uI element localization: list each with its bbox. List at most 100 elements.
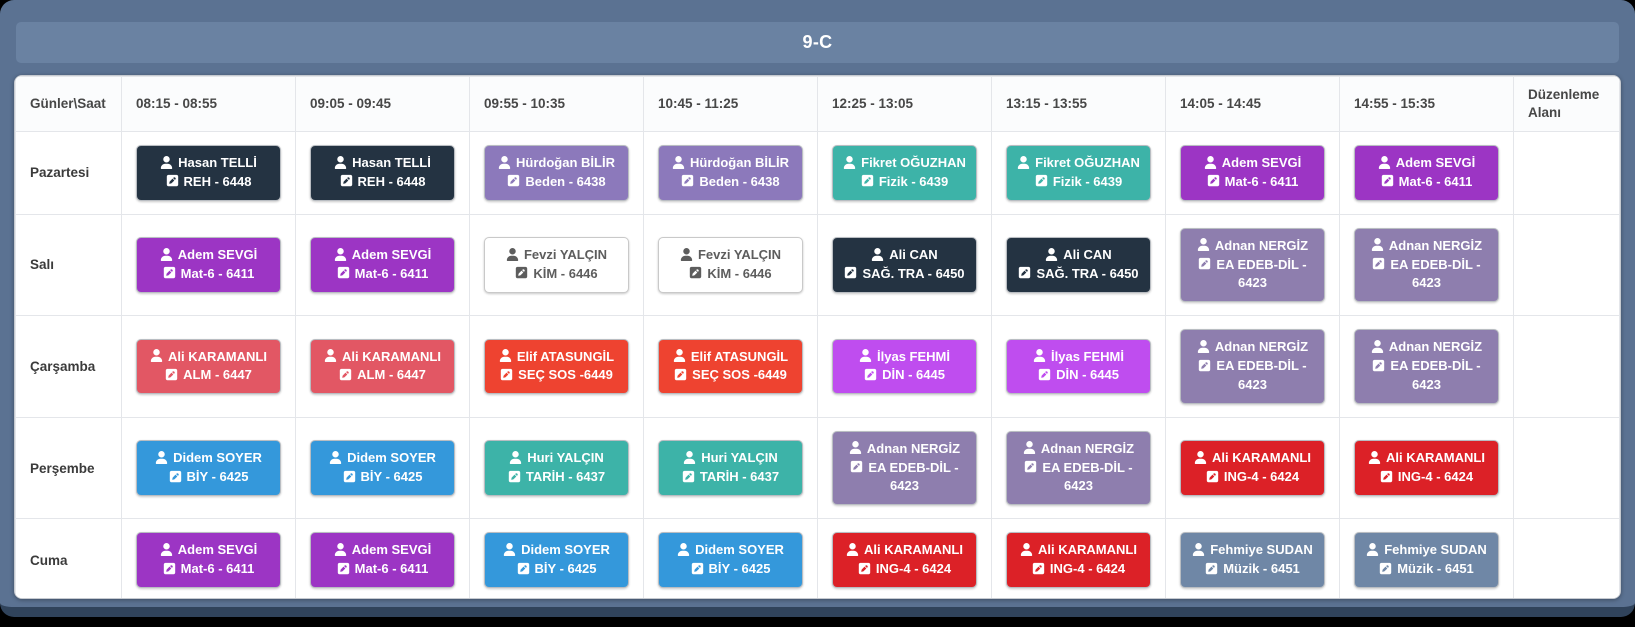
- lesson-cell[interactable]: Hürdoğan BİLİR Beden - 6438: [658, 145, 803, 201]
- edit-icon: [1038, 368, 1051, 381]
- course-code: Mat-6 - 6411: [1381, 173, 1472, 192]
- teacher-name: Didem SOYER: [329, 449, 436, 468]
- timetable-slot: Adnan NERGİZ EA EDEB-DİL - 6423: [817, 416, 992, 520]
- lesson-cell[interactable]: Adnan NERGİZ EA EDEB-DİL - 6423: [832, 430, 977, 506]
- timetable-slot: Hasan TELLİ REH - 6448: [121, 131, 296, 215]
- teacher-icon: [859, 349, 872, 363]
- lesson-cell[interactable]: Hürdoğan BİLİR Beden - 6438: [484, 145, 629, 201]
- teacher-name: Adem SEVGİ: [1204, 154, 1301, 173]
- teacher-name: Fehmiye SUDAN: [1366, 541, 1487, 560]
- lesson-cell[interactable]: Fehmiye SUDAN Müzik - 6451: [1354, 532, 1499, 588]
- timetable-slot: Adnan NERGİZ EA EDEB-DİL - 6423: [991, 416, 1166, 520]
- lesson-cell[interactable]: Adem SEVGİ Mat-6 - 6411: [310, 237, 455, 293]
- teacher-icon: [1033, 349, 1046, 363]
- edit-icon: [1198, 257, 1211, 270]
- lesson-cell[interactable]: Adnan NERGİZ EA EDEB-DİL - 6423: [1006, 430, 1151, 506]
- lesson-cell[interactable]: Fevzi YALÇIN KİM - 6446: [658, 237, 803, 293]
- timetable-slot: İlyas FEHMİ DİN - 6445: [991, 315, 1166, 418]
- lesson-cell[interactable]: Adem SEVGİ Mat-6 - 6411: [1354, 145, 1499, 201]
- teacher-name: Adem SEVGİ: [160, 541, 257, 560]
- course-code: EA EDEB-DİL - 6423: [1363, 256, 1490, 294]
- lesson-cell[interactable]: Hasan TELLİ REH - 6448: [310, 145, 455, 201]
- lesson-cell[interactable]: Adnan NERGİZ EA EDEB-DİL - 6423: [1354, 329, 1499, 404]
- teacher-icon: [329, 450, 342, 464]
- teacher-name: Adem SEVGİ: [1378, 154, 1475, 173]
- teacher-icon: [1197, 238, 1210, 252]
- lesson-cell[interactable]: Ali KARAMANLI ING-4 - 6424: [1006, 532, 1151, 588]
- teacher-name: Didem SOYER: [155, 449, 262, 468]
- edit-icon: [507, 174, 520, 187]
- teacher-name: Fevzi YALÇIN: [506, 246, 607, 265]
- teacher-icon: [155, 450, 168, 464]
- lesson-cell[interactable]: Adem SEVGİ Mat-6 - 6411: [1180, 145, 1325, 201]
- lesson-cell[interactable]: Ali KARAMANLI ING-4 - 6424: [1180, 440, 1325, 496]
- timetable-slot: Huri YALÇIN TARİH - 6437: [469, 416, 644, 520]
- lesson-cell[interactable]: Elif ATASUNGİL SEÇ SOS -6449: [658, 338, 803, 395]
- teacher-name: Ali KARAMANLI: [1020, 541, 1137, 560]
- lesson-cell[interactable]: Didem SOYER BİY - 6425: [136, 440, 281, 496]
- course-code: TARİH - 6437: [682, 468, 779, 487]
- course-code: Beden - 6438: [507, 173, 606, 192]
- teacher-icon: [849, 441, 862, 455]
- timetable-slot: Hürdoğan BİLİR Beden - 6438: [469, 131, 644, 215]
- lesson-cell[interactable]: Adnan NERGİZ EA EDEB-DİL - 6423: [1180, 227, 1325, 303]
- teacher-name: Adnan NERGİZ: [1197, 338, 1308, 357]
- lesson-cell[interactable]: Fevzi YALÇIN KİM - 6446: [484, 237, 629, 293]
- time-header: 13:15 - 13:55: [991, 76, 1166, 132]
- teacher-icon: [673, 349, 686, 363]
- lesson-cell[interactable]: Fikret OĞUZHAN Fizik - 6439: [832, 145, 977, 201]
- teacher-icon: [160, 542, 173, 556]
- teacher-name: Adnan NERGİZ: [1371, 338, 1482, 357]
- lesson-cell[interactable]: İlyas FEHMİ DİN - 6445: [1006, 338, 1151, 395]
- lesson-cell[interactable]: Fikret OĞUZHAN Fizik - 6439: [1006, 145, 1151, 201]
- teacher-icon: [1204, 155, 1217, 169]
- lesson-cell[interactable]: Adnan NERGİZ EA EDEB-DİL - 6423: [1180, 329, 1325, 404]
- lesson-cell[interactable]: Ali KARAMANLI ALM - 6447: [136, 338, 281, 395]
- day-label: Pazartesi: [15, 131, 122, 215]
- teacher-icon: [506, 247, 519, 261]
- timetable-slot: Fikret OĞUZHAN Fizik - 6439: [817, 131, 992, 215]
- lesson-cell[interactable]: Didem SOYER BİY - 6425: [658, 532, 803, 588]
- edit-icon: [163, 562, 176, 575]
- course-code: ING-4 - 6424: [1032, 560, 1125, 579]
- lesson-cell[interactable]: Ali CAN SAĞ. TRA - 6450: [832, 237, 977, 293]
- teacher-name: Adnan NERGİZ: [1197, 237, 1308, 256]
- lesson-cell[interactable]: Ali CAN SAĞ. TRA - 6450: [1006, 237, 1151, 293]
- course-code: DİN - 6445: [1038, 366, 1119, 385]
- edit-icon: [1372, 359, 1385, 372]
- lesson-cell[interactable]: Huri YALÇIN TARİH - 6437: [484, 440, 629, 496]
- timetable-slot: Huri YALÇIN TARİH - 6437: [643, 416, 818, 520]
- lesson-cell[interactable]: Adem SEVGİ Mat-6 - 6411: [136, 532, 281, 588]
- teacher-name: Hürdoğan BİLİR: [672, 154, 789, 173]
- lesson-cell[interactable]: Hasan TELLİ REH - 6448: [136, 145, 281, 201]
- lesson-cell[interactable]: İlyas FEHMİ DİN - 6445: [832, 338, 977, 395]
- teacher-icon: [1192, 542, 1205, 556]
- lesson-cell[interactable]: Ali KARAMANLI ALM - 6447: [310, 338, 455, 395]
- lesson-cell[interactable]: Didem SOYER BİY - 6425: [310, 440, 455, 496]
- lesson-cell[interactable]: Adem SEVGİ Mat-6 - 6411: [310, 532, 455, 588]
- lesson-cell[interactable]: Huri YALÇIN TARİH - 6437: [658, 440, 803, 496]
- lesson-cell[interactable]: Adem SEVGİ Mat-6 - 6411: [136, 237, 281, 293]
- course-code: ING-4 - 6424: [1380, 468, 1473, 487]
- course-code: BİY - 6425: [343, 468, 422, 487]
- lesson-cell[interactable]: Ali KARAMANLI ING-4 - 6424: [1354, 440, 1499, 496]
- lesson-cell[interactable]: Ali KARAMANLI ING-4 - 6424: [832, 532, 977, 588]
- timetable-slot: Fikret OĞUZHAN Fizik - 6439: [991, 131, 1166, 215]
- course-code: REH - 6448: [340, 173, 425, 192]
- lesson-cell[interactable]: Fehmiye SUDAN Müzik - 6451: [1180, 532, 1325, 588]
- teacher-name: Adnan NERGİZ: [849, 440, 960, 459]
- lesson-cell[interactable]: Didem SOYER BİY - 6425: [484, 532, 629, 588]
- lesson-cell[interactable]: Elif ATASUNGİL SEÇ SOS -6449: [484, 338, 629, 395]
- lesson-cell[interactable]: Adnan NERGİZ EA EDEB-DİL - 6423: [1354, 227, 1499, 303]
- edit-area-cell: [1513, 213, 1620, 317]
- timetable-slot: Ali CAN SAĞ. TRA - 6450: [991, 213, 1166, 317]
- class-title: 9-C: [802, 32, 833, 52]
- edit-area-header: Düzenleme Alanı: [1513, 76, 1620, 132]
- teacher-name: Elif ATASUNGİL: [499, 348, 614, 367]
- teacher-name: Fehmiye SUDAN: [1192, 541, 1313, 560]
- course-code: SEÇ SOS -6449: [674, 366, 787, 385]
- teacher-icon: [672, 155, 685, 169]
- day-row: Çarşamba Ali KARAMANLI ALM - 6447 Ali KARAM…: [15, 315, 1620, 418]
- course-code: Fizik - 6439: [1035, 173, 1122, 192]
- time-header: 14:05 - 14:45: [1165, 76, 1340, 132]
